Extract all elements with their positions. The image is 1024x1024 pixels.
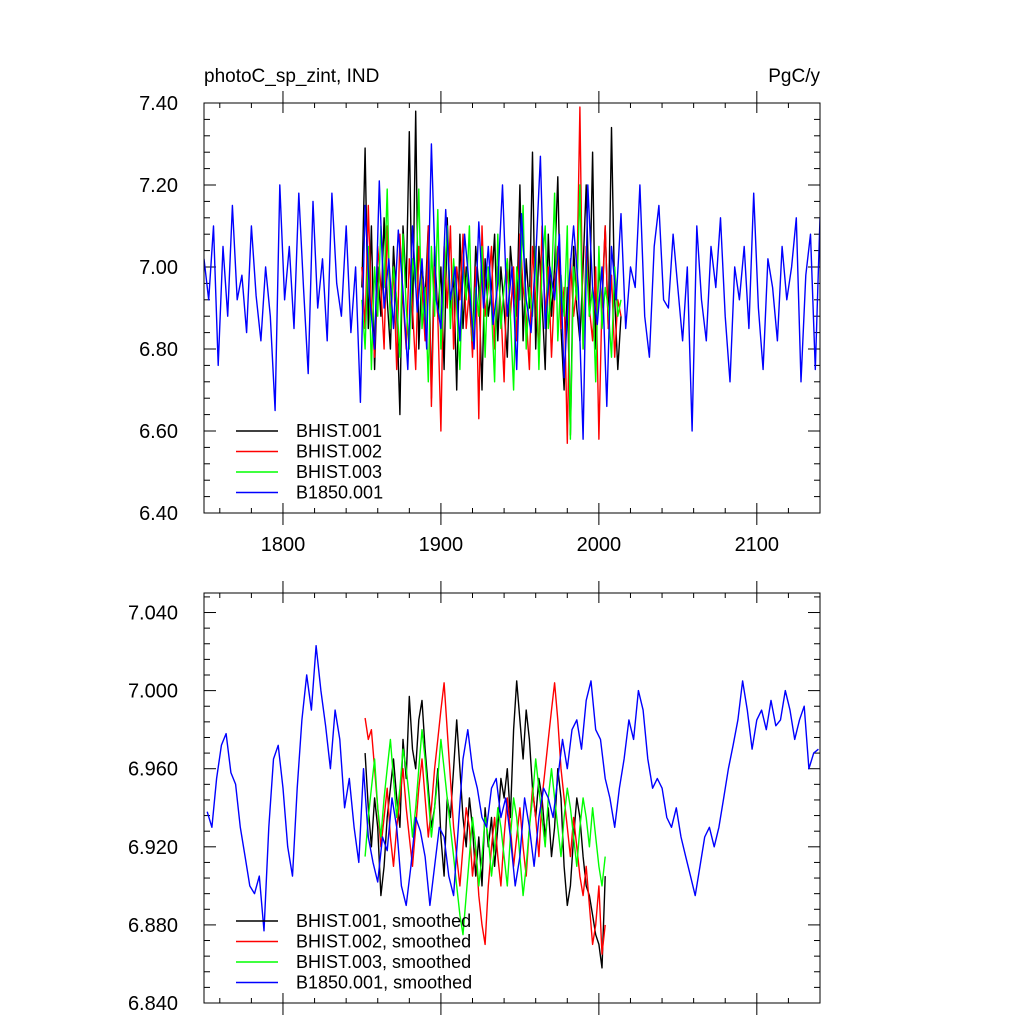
y-tick-label: 7.40 bbox=[139, 93, 178, 115]
bottom-panel-series bbox=[206, 645, 819, 969]
bottom-plot-frame bbox=[203, 592, 821, 1004]
y-tick-label: 7.00 bbox=[139, 257, 178, 279]
y-tick-label: 7.20 bbox=[139, 175, 178, 197]
x-tick-label: 2100 bbox=[735, 534, 780, 556]
legend-label: BHIST.001 bbox=[296, 421, 382, 441]
top-panel: photoC_sp_zint, IND PgC/y 1800 1900 2000 21… bbox=[139, 66, 821, 556]
y-tick-label: 6.880 bbox=[128, 915, 178, 937]
x-tick-label: 2000 bbox=[577, 534, 622, 556]
series-line-b1850-001-smoothed bbox=[206, 645, 819, 932]
legend-label: BHIST.002, smoothed bbox=[296, 932, 471, 952]
top-panel-ticks: 1800 1900 2000 2100 6.40 6.60 6.80 7.00 7.20 7.40 bbox=[139, 91, 821, 556]
y-tick-label: 6.960 bbox=[128, 759, 178, 781]
y-tick-label: 7.040 bbox=[128, 603, 178, 625]
units-label: PgC/y bbox=[768, 66, 820, 87]
y-tick-label: 6.920 bbox=[128, 837, 178, 859]
series-line-bhist-003-smoothed bbox=[364, 729, 606, 936]
series-line-bhist-001 bbox=[361, 110, 622, 436]
x-tick-label: 1800 bbox=[261, 534, 306, 556]
legend-label: B1850.001, smoothed bbox=[296, 973, 472, 993]
x-tick-label: 1900 bbox=[419, 534, 464, 556]
y-tick-label: 6.840 bbox=[128, 993, 178, 1015]
legend-label: BHIST.003, smoothed bbox=[296, 952, 471, 972]
series-line-b1850-001 bbox=[204, 143, 820, 440]
bottom-panel-ticks: 6.840 6.880 6.920 6.960 7.000 7.040 bbox=[128, 581, 821, 1015]
legend-label: B1850.001 bbox=[296, 483, 383, 503]
legend-label: BHIST.001, smoothed bbox=[296, 911, 471, 931]
top-panel-series bbox=[204, 106, 820, 444]
legend-label: BHIST.002 bbox=[296, 442, 382, 462]
y-tick-label: 6.60 bbox=[139, 421, 178, 443]
legend-label: BHIST.003 bbox=[296, 462, 382, 482]
top-plot-frame bbox=[203, 102, 821, 514]
y-tick-label: 6.80 bbox=[139, 339, 178, 361]
y-tick-label: 7.000 bbox=[128, 681, 178, 703]
bottom-panel: 6.840 6.880 6.920 6.960 7.000 7.040 BHIST.001… bbox=[128, 581, 821, 1015]
y-tick-label: 6.40 bbox=[139, 503, 178, 525]
chart-title: photoC_sp_zint, IND bbox=[204, 66, 379, 87]
